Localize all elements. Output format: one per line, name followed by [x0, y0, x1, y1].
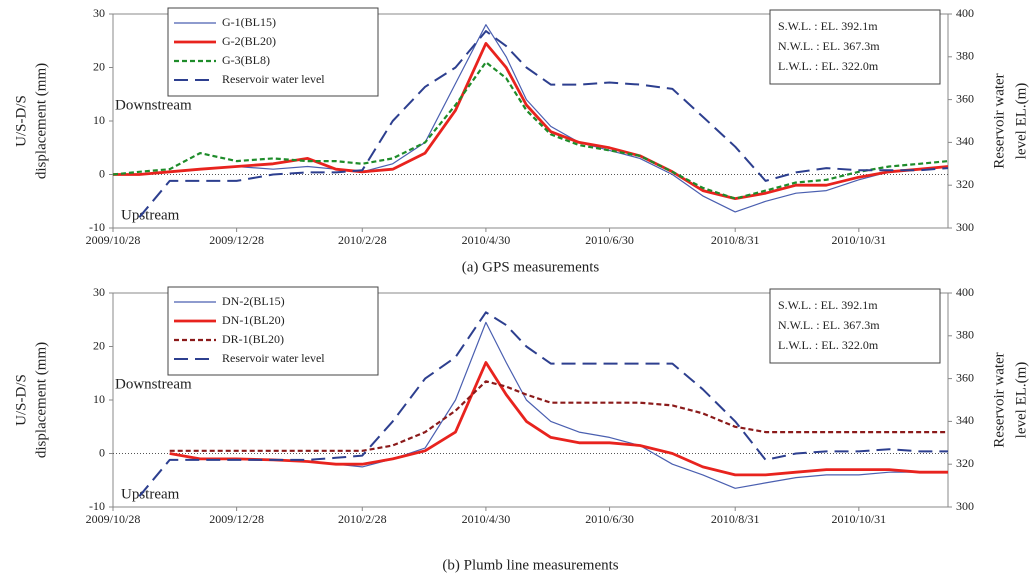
x-tick-label: 2010/8/31 — [711, 233, 760, 247]
series-line — [138, 30, 949, 218]
series-line — [138, 311, 948, 497]
y2-tick-label: 300 — [956, 220, 974, 234]
y-tick-label: 20 — [93, 338, 105, 352]
note: S.W.L. : EL. 392.1m — [778, 298, 878, 312]
y-tick-label: 0 — [99, 166, 105, 180]
y2-tick-label: 320 — [956, 456, 974, 470]
y2-axis-label: level EL.(m) — [1013, 362, 1029, 439]
y2-axis-label: level EL.(m) — [1013, 83, 1029, 160]
y2-tick-label: 340 — [956, 134, 974, 148]
legend-label: G-2(BL20) — [222, 34, 276, 48]
y2-axis-label: Reservoir water — [991, 352, 1007, 447]
y-axis-label: U/S-D/S — [13, 374, 29, 426]
y2-tick-label: 320 — [956, 177, 974, 191]
series-line — [169, 361, 948, 477]
x-tick-label: 2010/8/31 — [711, 512, 760, 526]
y2-axis-label: Reservoir water — [991, 73, 1007, 168]
caption: (a) GPS measurements — [462, 259, 600, 275]
y-tick-label: 10 — [93, 392, 105, 406]
series-line — [169, 380, 948, 452]
x-tick-label: 2009/10/28 — [86, 233, 141, 247]
note: L.W.L. : EL. 322.0m — [778, 59, 879, 73]
y-tick-label: 10 — [93, 113, 105, 127]
x-tick-label: 2010/2/28 — [338, 512, 387, 526]
y2-tick-label: 340 — [956, 413, 974, 427]
x-tick-label: 2010/4/30 — [462, 512, 511, 526]
notes-box — [769, 9, 941, 85]
y-tick-label: 0 — [99, 445, 105, 459]
x-tick-label: 2009/12/28 — [209, 233, 264, 247]
x-tick-label: 2010/6/30 — [585, 512, 634, 526]
x-tick-label: 2009/10/28 — [86, 512, 141, 526]
y2-tick-label: 400 — [956, 285, 974, 299]
x-tick-label: 2010/6/30 — [585, 233, 634, 247]
annotation: Downstream — [115, 97, 192, 113]
series-line — [113, 24, 949, 213]
y-tick-label: 30 — [93, 6, 105, 20]
note: S.W.L. : EL. 392.1m — [778, 19, 878, 33]
y-tick-label: 30 — [93, 285, 105, 299]
series-line — [112, 61, 949, 200]
x-tick-label: 2009/12/28 — [209, 512, 264, 526]
legend-label: DR-1(BL20) — [222, 332, 284, 346]
legend-label: G-1(BL15) — [222, 15, 276, 29]
y2-tick-label: 360 — [956, 370, 974, 384]
y2-tick-label: 400 — [956, 6, 974, 20]
series-line — [113, 42, 949, 200]
y-tick-label: 20 — [93, 59, 105, 73]
x-tick-label: 2010/4/30 — [462, 233, 511, 247]
y-tick-label: -10 — [89, 499, 105, 513]
legend-label: Reservoir water level — [222, 351, 325, 365]
note: L.W.L. : EL. 322.0m — [778, 338, 879, 352]
notes-box — [769, 288, 941, 364]
y2-tick-label: 380 — [956, 328, 974, 342]
legend-label: DN-1(BL20) — [222, 313, 285, 327]
note: N.W.L. : EL. 367.3m — [778, 39, 880, 53]
y-axis-label: displacement (mm) — [33, 342, 49, 458]
legend-label: G-3(BL8) — [222, 53, 270, 67]
y2-tick-label: 360 — [956, 91, 974, 105]
annotation: Upstream — [121, 207, 180, 223]
y-tick-label: -10 — [89, 220, 105, 234]
caption: (b) Plumb line measurements — [442, 557, 618, 573]
legend-label: DN-2(BL15) — [222, 294, 285, 308]
x-tick-label: 2010/2/28 — [338, 233, 387, 247]
y2-tick-label: 300 — [956, 499, 974, 513]
legend-label: Reservoir water level — [222, 72, 325, 86]
x-tick-label: 2010/10/31 — [831, 512, 886, 526]
y-axis-label: U/S-D/S — [13, 95, 29, 147]
x-tick-label: 2010/10/31 — [831, 233, 886, 247]
annotation: Upstream — [121, 486, 180, 502]
note: N.W.L. : EL. 367.3m — [778, 318, 880, 332]
annotation: Downstream — [115, 376, 192, 392]
y-axis-label: displacement (mm) — [33, 63, 49, 179]
y2-tick-label: 380 — [956, 49, 974, 63]
